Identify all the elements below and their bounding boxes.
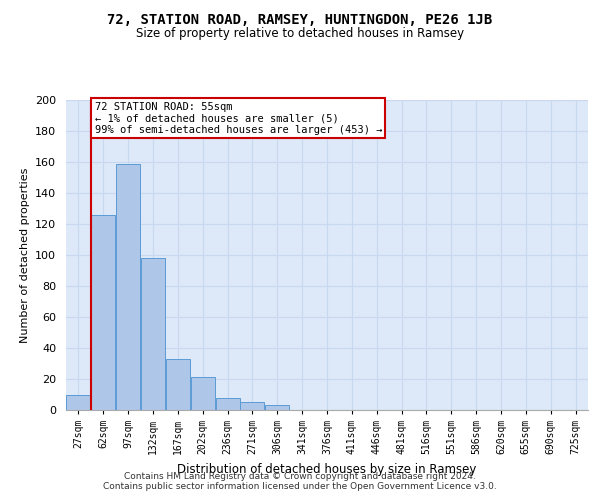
Bar	[265, 406, 289, 410]
Text: Contains HM Land Registry data © Crown copyright and database right 2024.: Contains HM Land Registry data © Crown c…	[124, 472, 476, 481]
Bar	[241, 402, 265, 410]
Y-axis label: Number of detached properties: Number of detached properties	[20, 168, 29, 342]
X-axis label: Distribution of detached houses by size in Ramsey: Distribution of detached houses by size …	[178, 462, 476, 475]
Bar	[116, 164, 140, 410]
Text: 72, STATION ROAD, RAMSEY, HUNTINGDON, PE26 1JB: 72, STATION ROAD, RAMSEY, HUNTINGDON, PE…	[107, 12, 493, 26]
Bar	[215, 398, 239, 410]
Bar	[191, 378, 215, 410]
Text: Contains public sector information licensed under the Open Government Licence v3: Contains public sector information licen…	[103, 482, 497, 491]
Bar	[91, 214, 115, 410]
Text: Size of property relative to detached houses in Ramsey: Size of property relative to detached ho…	[136, 28, 464, 40]
Bar	[166, 359, 190, 410]
Bar	[67, 394, 91, 410]
Bar	[141, 258, 165, 410]
Text: 72 STATION ROAD: 55sqm
← 1% of detached houses are smaller (5)
99% of semi-detac: 72 STATION ROAD: 55sqm ← 1% of detached …	[95, 102, 382, 134]
